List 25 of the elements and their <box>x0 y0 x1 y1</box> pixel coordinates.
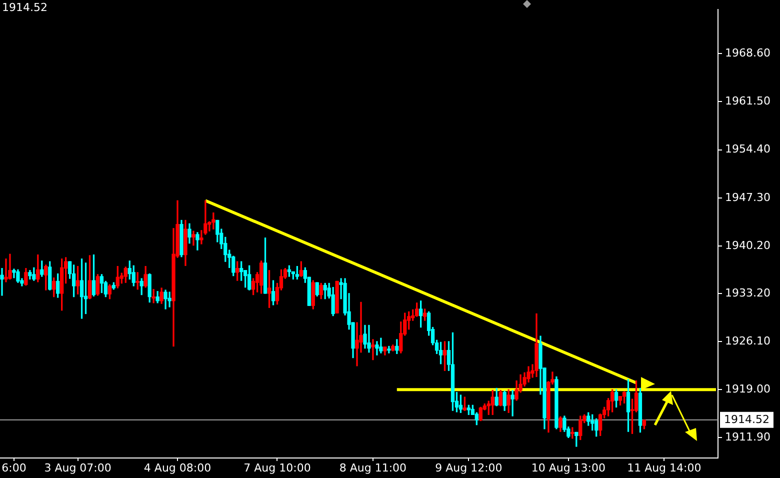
candlestick <box>168 292 172 308</box>
x-tick-label: 10 Aug 13:00 <box>531 461 606 474</box>
x-tick-label: 7 Aug 10:00 <box>244 461 311 474</box>
y-tick-label: 1911.90 <box>725 430 770 444</box>
y-tick-label: 1933.20 <box>725 286 770 300</box>
annotation: 1914.52 <box>2 1 48 14</box>
candlestick <box>152 289 156 304</box>
y-tick-label: 1940.20 <box>725 238 770 252</box>
candlestick <box>0 268 4 296</box>
candlestick <box>367 324 371 353</box>
y-tick-label: 1968.60 <box>725 46 770 60</box>
ref-line-label: 1914.52 <box>724 412 770 426</box>
y-tick-label: 1961.50 <box>725 94 770 108</box>
y-tick-label: 1947.30 <box>725 190 770 204</box>
candlestick <box>371 339 375 360</box>
y-tick-label: 1954.40 <box>725 142 770 156</box>
x-tick-label: 3 Aug 07:00 <box>44 461 112 474</box>
x-tick-label: 6:00 <box>2 461 26 474</box>
candlestick <box>510 390 514 416</box>
x-tick-label: 8 Aug 11:00 <box>339 461 407 474</box>
x-tick-label: 4 Aug 08:00 <box>144 461 212 474</box>
y-tick-label: 1926.10 <box>725 334 770 348</box>
y-tick-label: 1919.00 <box>725 382 770 396</box>
x-tick-label: 11 Aug 14:00 <box>627 461 702 474</box>
x-tick-label: 9 Aug 12:00 <box>435 461 502 474</box>
